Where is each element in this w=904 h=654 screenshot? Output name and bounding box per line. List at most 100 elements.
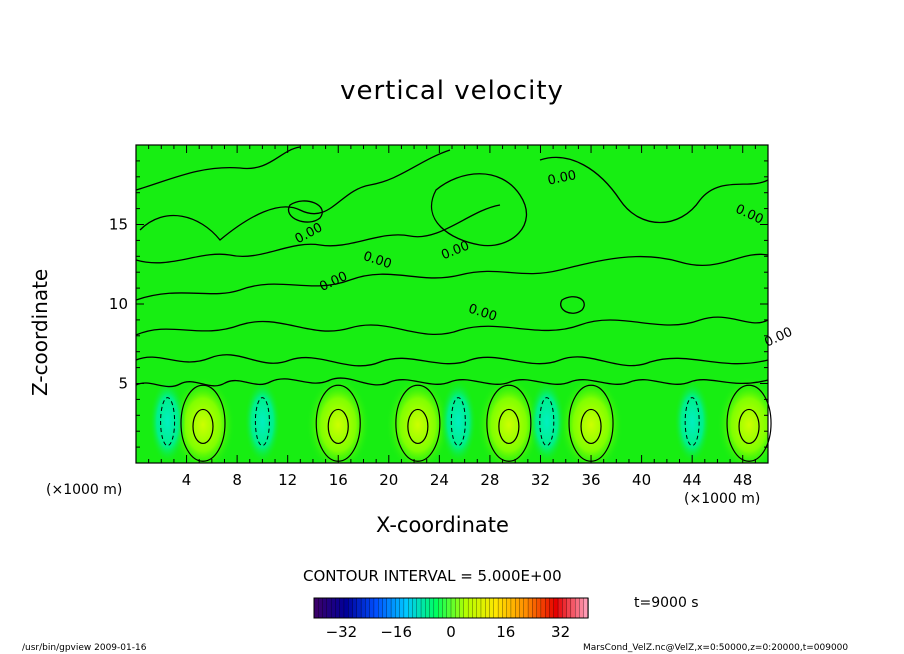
downdraft-cell: [244, 379, 281, 463]
contour-line: [560, 296, 585, 314]
updraft-contour-inner: [407, 408, 429, 445]
updraft-contour-inner: [327, 408, 349, 445]
contour-line: [136, 377, 768, 388]
colorbar-cell: [330, 597, 337, 619]
colorbar-cell: [463, 597, 469, 619]
colorbar-cell: [472, 597, 478, 619]
colorbar-cell: [442, 597, 448, 619]
downdraft-cell: [674, 379, 711, 463]
colorbar-cell: [390, 597, 396, 619]
colorbar-cell: [566, 597, 572, 619]
colorbar-cell: [378, 597, 384, 619]
colorbar-cell: [326, 597, 332, 619]
colorbar-cell: [459, 597, 465, 619]
contour-value-label: 0.00: [546, 168, 577, 189]
colorbar-cell: [412, 597, 418, 619]
colorbar-cell: [433, 597, 439, 619]
updraft-contour-inner: [580, 408, 602, 445]
colorbar-cell: [485, 597, 491, 619]
downdraft-cell: [149, 379, 186, 463]
colorbar-cell: [489, 597, 495, 619]
colorbar-cell: [343, 597, 349, 619]
colorbar-cell: [348, 597, 354, 619]
footer-program-date: /usr/bin/gpview 2009-01-16: [22, 643, 147, 653]
y-axis-label: Z-coordinate: [28, 268, 52, 396]
colorbar-cell: [476, 597, 482, 619]
colorbar-cell: [420, 597, 426, 619]
colorbar-cell: [553, 597, 559, 619]
x-tick-label: 36: [581, 471, 600, 489]
x-tick-label: 12: [278, 471, 297, 489]
x-unit-label-left: (×1000 m): [46, 482, 123, 498]
colorbar-cell: [506, 597, 512, 619]
colorbar-cell: [369, 597, 375, 619]
downdraft-contour: [539, 397, 555, 447]
colorbar-cell: [408, 597, 414, 619]
updraft-contour: [395, 384, 441, 462]
contour-line: [136, 146, 301, 191]
colorbar-cell: [365, 597, 371, 619]
colorbar-tick-label: −32: [326, 623, 358, 641]
updraft-contour-inner: [738, 408, 760, 445]
colorbar-cell: [352, 597, 358, 619]
x-tick-label: 4: [182, 471, 192, 489]
colorbar-cell: [570, 597, 576, 619]
x-axis-label: X-coordinate: [376, 513, 509, 537]
colorbar-cell: [545, 597, 551, 619]
colorbar-cell: [429, 597, 435, 619]
colorbar-cell: [386, 597, 392, 619]
colorbar-cell: [382, 597, 388, 619]
y-tick-label: 10: [109, 295, 128, 313]
colorbar-tick-label: 16: [496, 623, 515, 641]
colorbar-cell: [549, 597, 555, 619]
colorbar-cell: [356, 597, 362, 619]
x-tick-label: 32: [531, 471, 550, 489]
colorbar-cell: [579, 597, 585, 619]
contour-line: [136, 253, 768, 301]
updraft-contour: [726, 384, 772, 462]
contour-line: [430, 173, 527, 247]
x-tick-label: 20: [379, 471, 398, 489]
updraft-contour-inner: [192, 408, 214, 445]
contour-line: [287, 200, 323, 223]
colorbar-cell: [480, 597, 486, 619]
x-tick-label: 28: [480, 471, 499, 489]
colorbar-cell: [532, 597, 538, 619]
colorbar-cell: [455, 597, 461, 619]
colorbar-cell: [515, 597, 521, 619]
updraft-contour: [180, 384, 226, 462]
x-tick-label: 24: [430, 471, 449, 489]
colorbar-cell: [318, 597, 324, 619]
downdraft-contour: [254, 397, 270, 447]
colorbar-cell: [502, 597, 508, 619]
colorbar-cell: [450, 597, 456, 619]
colorbar-cell: [373, 597, 379, 619]
colorbar-cell: [339, 597, 345, 619]
colorbar-cell: [523, 597, 529, 619]
colorbar-cell: [416, 597, 422, 619]
colorbar-cell: [446, 597, 452, 619]
x-tick-label: 16: [329, 471, 348, 489]
colorbar-cell: [467, 597, 474, 619]
time-label: t=9000 s: [634, 595, 699, 611]
y-tick-label: 5: [118, 375, 128, 393]
colorbar-cell: [497, 597, 504, 619]
colorbar-cell: [540, 597, 546, 619]
downdraft-contour: [450, 397, 466, 447]
colorbar-cell: [425, 597, 431, 619]
footer-data-source: MarsCond_VelZ.nc@VelZ,x=0:50000,z=0:2000…: [583, 643, 849, 653]
colorbar-tick-label: 32: [551, 623, 570, 641]
contour-line: [539, 156, 768, 223]
x-tick-label: 40: [632, 471, 651, 489]
contour-line: [136, 316, 768, 336]
colorbar-cell: [360, 597, 367, 619]
colorbar-cell: [438, 597, 444, 619]
chart-title: vertical velocity: [340, 76, 564, 106]
colorbar-cell: [322, 597, 328, 619]
contour-line: [136, 354, 768, 367]
downdraft-contour: [684, 397, 700, 447]
downdraft-cell: [528, 379, 565, 463]
colorbar-cell: [395, 597, 401, 619]
colorbar-cell: [399, 597, 405, 619]
